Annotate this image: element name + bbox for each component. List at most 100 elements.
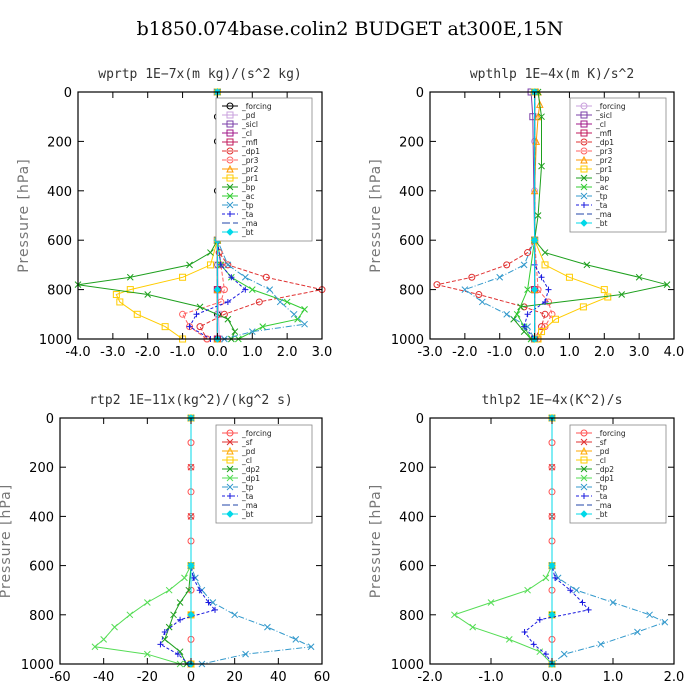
legend-marker [580, 165, 588, 173]
legend-label: _dp1 [595, 138, 614, 147]
legend-label: _forcing [595, 429, 626, 438]
legend-marker [580, 465, 588, 473]
chart-title: rtp2 1E−11x(kg^2)/(kg^2 s) [89, 393, 293, 408]
series-line [77, 92, 236, 340]
data-point [551, 315, 559, 323]
legend-label: _pd [241, 447, 256, 456]
legend-marker [226, 183, 234, 191]
data-point [530, 285, 539, 294]
data-point [193, 311, 200, 318]
data-point [91, 643, 99, 651]
legend-marker [226, 510, 234, 518]
data-point [177, 616, 184, 623]
data-point [186, 323, 193, 330]
legend-marker [580, 102, 588, 110]
legend: _forcing_pd_sicl_cl_mfl_dp1_pr3_pr2_pr1_… [215, 97, 313, 242]
data-point [560, 650, 568, 658]
data-point [143, 650, 151, 658]
legend-label: _bt [241, 228, 254, 237]
data-point [292, 636, 300, 643]
chart-panel-4: thlp2 1E−4x(K^2)/s Pressure [hPa] -2.0 -1.0… [368, 393, 684, 685]
legend-marker [580, 120, 588, 128]
y-tick-label: 400 [399, 185, 424, 200]
data-point [205, 599, 212, 606]
series-dp1 [91, 414, 195, 668]
data-point [196, 323, 204, 331]
y-tick-label: 1000 [21, 658, 54, 673]
data-point [469, 623, 477, 631]
series-tp [214, 88, 308, 343]
data-point [248, 328, 256, 335]
legend-box [215, 424, 313, 524]
data-point [600, 286, 608, 294]
y-tick-label: 800 [47, 284, 72, 299]
data-point [174, 651, 181, 658]
data-point [510, 315, 518, 323]
legend-label: _sf [241, 438, 253, 447]
data-point [538, 328, 546, 336]
x-tick-label: 1.0 [242, 345, 263, 360]
legend-marker [580, 510, 588, 518]
data-point [524, 286, 531, 293]
legend-marker [226, 201, 234, 209]
data-point [161, 323, 169, 331]
legend: _forcing_sf_pd_cl_dp2_dp1_tp_ta_ma_bt [215, 424, 313, 524]
data-point [552, 574, 559, 581]
data-point [301, 306, 308, 313]
legend-label: _sicl [595, 111, 612, 120]
data-point [224, 261, 232, 269]
series-line [199, 92, 323, 340]
x-tick-label: 20 [226, 670, 243, 685]
legend-marker [580, 456, 588, 464]
data-point [487, 599, 495, 606]
data-point [478, 298, 486, 306]
data-point [496, 273, 504, 281]
data-point [165, 586, 173, 594]
legend-label: _pr1 [595, 165, 613, 174]
legend-label: _forcing [595, 102, 626, 111]
x-tick-label: 60 [314, 670, 331, 685]
x-tick-label: 0.0 [524, 345, 545, 360]
page-title: b1850.074base.colin2 BUDGET at300E,15N [136, 18, 564, 40]
data-point [133, 310, 141, 318]
legend-label: _ta [595, 492, 607, 501]
x-tick-label: -2.0 [135, 345, 160, 360]
legend: _forcing_sicl_cl_mfl_dp1_pr3_pr2_pr1_bp_… [569, 97, 667, 233]
x-tick-label: -1.0 [478, 670, 503, 685]
legend-label: _pd [241, 111, 256, 120]
legend-label: _pr3 [595, 147, 613, 156]
x-tick-label: -4.0 [65, 345, 90, 360]
legend-label: _ta [241, 210, 253, 219]
chart-title: thlp2 1E−4x(K^2)/s [482, 393, 623, 408]
chart-panel-1: wprtp 1E−7x(m kg)/(s^2 kg) Pressure [hPa]… [16, 67, 332, 360]
legend-label: _cl [241, 129, 252, 138]
y-axis-label: Pressure [hPa] [16, 158, 32, 272]
series-line [436, 92, 546, 340]
legend-label: _cl [595, 120, 606, 129]
data-point [242, 286, 249, 293]
x-tick-label: 3.0 [312, 345, 333, 360]
data-point [597, 640, 605, 648]
x-tick-label: 4.0 [664, 345, 685, 360]
data-point [283, 298, 291, 306]
legend-marker [226, 147, 234, 155]
legend-label: _cl [241, 456, 252, 465]
data-point [534, 212, 542, 219]
data-point [521, 323, 528, 330]
plot-frame [429, 91, 675, 340]
legend-marker [580, 438, 588, 446]
legend-label: _ma [241, 501, 258, 510]
legend-label: _dp1 [241, 147, 260, 156]
data-point [186, 261, 193, 269]
series-line [190, 418, 313, 665]
y-tick-label: 0 [46, 412, 54, 427]
x-tick-label: 1.0 [559, 345, 580, 360]
legend: _forcing_sf_pd_cl_dp2_dp1_tp_ta_ma_bt [569, 424, 667, 524]
data-point [521, 629, 528, 636]
data-point [262, 273, 270, 281]
series-dp1 [433, 88, 549, 343]
legend-marker [580, 129, 588, 137]
data-point [468, 273, 476, 281]
